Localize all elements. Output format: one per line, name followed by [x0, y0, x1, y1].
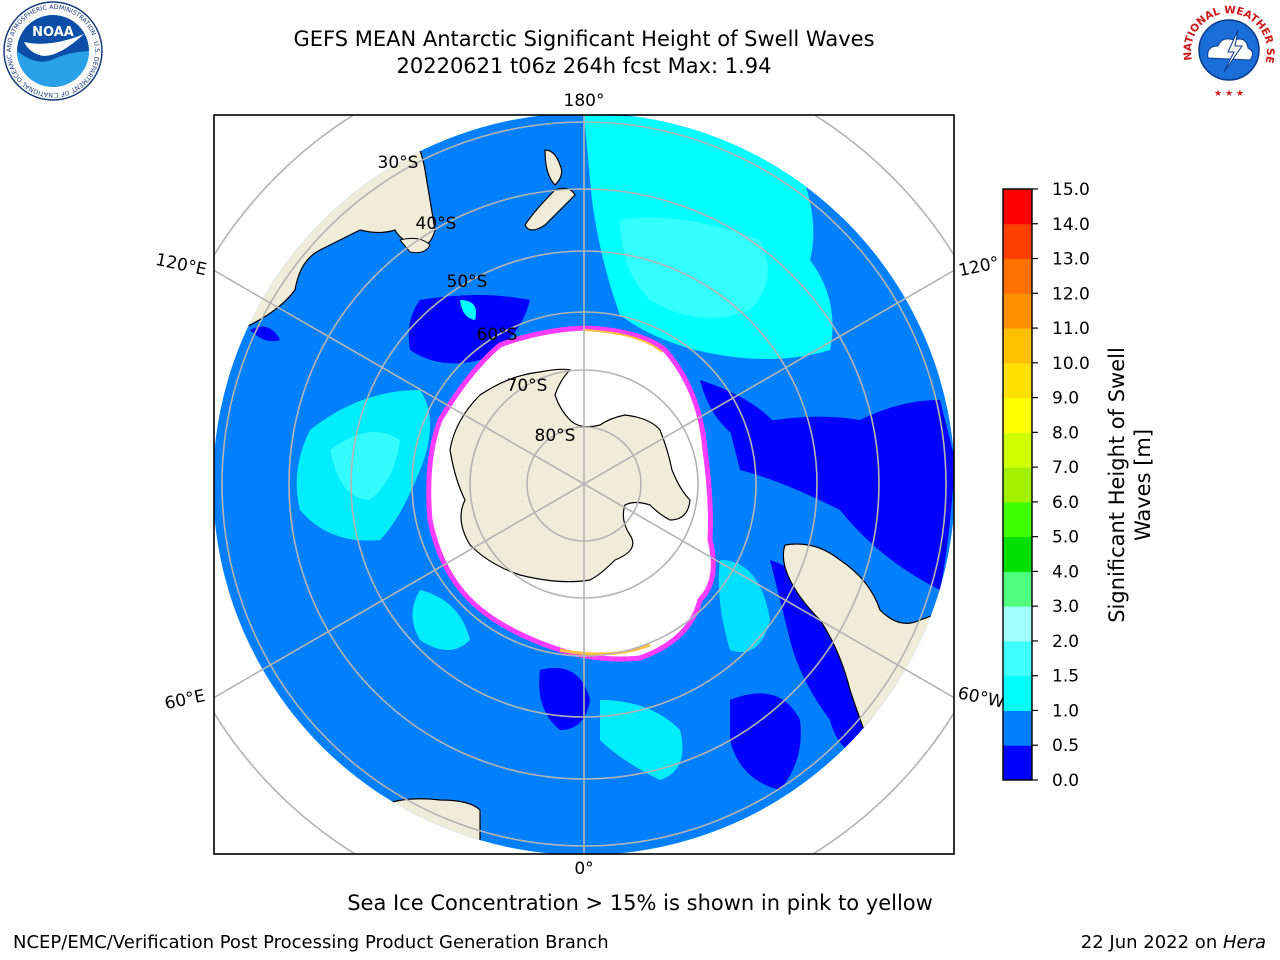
- colorbar-frame: [1002, 188, 1033, 781]
- colorbar-tick-label: 12.0: [1052, 284, 1090, 304]
- colorbar-tick-label: 15.0: [1052, 180, 1090, 200]
- colorbar-segment: [1003, 606, 1032, 642]
- colorbar-tick-label: 0.5: [1052, 736, 1079, 756]
- colorbar-segment: [1003, 501, 1032, 538]
- colorbar-segment: [1003, 467, 1032, 503]
- colorbar-tick-label: 6.0: [1052, 493, 1079, 513]
- chart-title: GEFS MEAN Antarctic Significant Height o…: [293, 27, 875, 51]
- colorbar-tick-label: 13.0: [1052, 250, 1090, 270]
- graticule: [214, 115, 954, 854]
- footer-machine: Hera: [1222, 932, 1266, 953]
- lon-label-0: 0°: [574, 859, 593, 879]
- lon-label-60e: 60°E: [163, 686, 207, 714]
- colorbar-tick-label: 14.0: [1052, 215, 1090, 235]
- colorbar-segment: [1003, 223, 1032, 260]
- noaa-logo: NATIONAL OCEANIC AND ATMOSPHERIC ADMINIS…: [0, 0, 103, 101]
- colorbar-segment: [1003, 675, 1032, 711]
- land-tasmania: [399, 237, 431, 254]
- colorbar-tick-label: 0.0: [1052, 771, 1079, 791]
- lat-label-40s: 40°S: [416, 214, 457, 234]
- lat-label-30s: 30°S: [378, 153, 419, 173]
- colorbar-segment: [1003, 189, 1032, 225]
- svg-text:★ ★ ★: ★ ★ ★: [1214, 89, 1244, 99]
- lat-label-50s: 50°S: [447, 272, 488, 292]
- lat-label-80s: 80°S: [535, 426, 576, 446]
- land-new-zealand-south: [524, 187, 576, 231]
- colorbar-segment: [1003, 640, 1032, 677]
- colorbar-segment: [1003, 258, 1032, 294]
- colorbar-segment: [1003, 432, 1032, 468]
- map-frame: [213, 114, 955, 855]
- chart-subtitle: 20220621 t06z 264h fcst Max: 1.94: [396, 54, 772, 78]
- lon-label-60w: 60°W: [956, 683, 1006, 712]
- lat-label-70s: 70°S: [507, 376, 548, 396]
- lon-label-180: 180°: [564, 91, 605, 111]
- svg-text:NOAA: NOAA: [32, 25, 74, 40]
- footer-credit: NCEP/EMC/Verification Post Processing Pr…: [13, 932, 609, 953]
- footer-date: 22 Jun 2022 on Hera: [1081, 932, 1266, 953]
- lon-label-120e: 120°E: [154, 250, 209, 280]
- swell-field: [214, 115, 954, 854]
- colorbar-segment: [1003, 362, 1032, 399]
- colorbar-tick-label: 8.0: [1052, 423, 1079, 443]
- colorbar-segment: [1003, 293, 1032, 329]
- colorbar-segment: [1003, 397, 1032, 433]
- colorbar-label-line2: Waves [m]: [1131, 429, 1155, 541]
- lat-label-60s: 60°S: [477, 325, 518, 345]
- colorbar-label-line1: Significant Height of Swell: [1105, 347, 1129, 623]
- colorbar-tick-label: 11.0: [1052, 319, 1090, 339]
- colorbar-tick-label: 10.0: [1052, 354, 1090, 374]
- colorbar-tick-label: 5.0: [1052, 528, 1079, 548]
- lon-label-120w: 120°: [957, 253, 1001, 281]
- colorbar-tick-label: 2.0: [1052, 632, 1079, 652]
- colorbar-segment: [1003, 328, 1032, 364]
- colorbar-segment: [1003, 571, 1032, 607]
- colorbar-tick-label: 7.0: [1052, 458, 1079, 478]
- colorbar-tick-label: 1.5: [1052, 667, 1079, 687]
- colorbar-tick-label: 9.0: [1052, 389, 1079, 409]
- colorbar-segment: [1003, 710, 1032, 746]
- colorbar-segment: [1003, 745, 1032, 781]
- land-africa: [328, 798, 481, 854]
- colorbar-tick-label: 4.0: [1052, 562, 1079, 582]
- land-new-zealand-north: [544, 149, 563, 186]
- colorbar-tick-label: 1.0: [1052, 701, 1079, 721]
- colorbar-segment: [1003, 536, 1032, 572]
- nws-logo: NATIONAL WEATHER SERVICE ★ ★ ★: [1178, 0, 1277, 99]
- footer-date-text: 22 Jun 2022 on: [1080, 932, 1223, 953]
- sea-ice-note: Sea Ice Concentration > 15% is shown in …: [347, 891, 933, 915]
- colorbar-tick-label: 3.0: [1052, 597, 1079, 617]
- colorbar: 0.0 0.5 1.0 1.5 2.0 3.0 4.0 5.0 6.0 7.0 8.0 9.0 10.0…: [1002, 180, 1090, 791]
